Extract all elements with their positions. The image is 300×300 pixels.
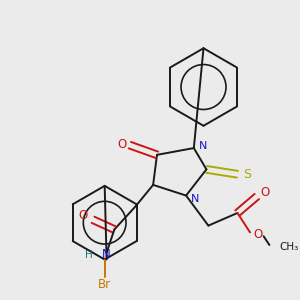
Text: Br: Br <box>98 278 111 291</box>
Text: N: N <box>199 141 207 151</box>
Text: O: O <box>253 228 262 241</box>
Text: H: H <box>85 250 93 260</box>
Text: CH₃: CH₃ <box>279 242 298 252</box>
Text: N: N <box>102 248 111 261</box>
Text: O: O <box>79 209 88 222</box>
Text: O: O <box>118 138 127 151</box>
Text: N: N <box>191 194 199 204</box>
Text: O: O <box>260 186 269 199</box>
Text: S: S <box>243 168 251 181</box>
